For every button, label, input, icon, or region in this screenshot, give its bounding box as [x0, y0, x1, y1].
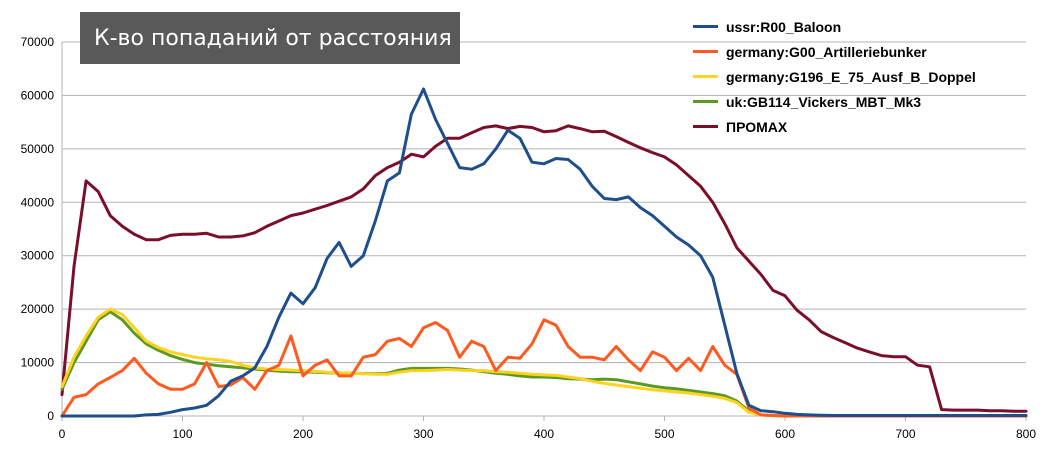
x-tick-label: 800 [1016, 427, 1036, 441]
legend-item: germany:G196_E_75_Ausf_B_Doppel [693, 64, 1043, 89]
y-tick-label: 70000 [21, 35, 55, 49]
series-line-0 [60, 87, 1028, 418]
y-axis-ticks: 0 10000 20000 30000 40000 50000 60000 70000 [21, 35, 55, 423]
y-tick-label: 50000 [21, 142, 55, 156]
legend-item: germany:G00_Artilleriebunker [693, 39, 1043, 64]
legend-label: uk:GB114_Vickers_MBT_Mk3 [726, 93, 922, 110]
legend-label: germany:G196_E_75_Ausf_B_Doppel [726, 68, 976, 85]
y-tick-label: 10000 [21, 356, 55, 370]
series-line-4 [60, 124, 1028, 413]
legend: ussr:R00_Baloon germany:G00_Artilleriebun… [693, 14, 1043, 139]
y-tick-label: 20000 [21, 302, 55, 316]
x-tick-label: 0 [59, 427, 66, 441]
x-axis-ticks: 0 100 200 300 400 500 600 700 800 [59, 416, 1036, 441]
x-tick-label: 200 [293, 427, 313, 441]
series-line-1 [60, 318, 1028, 418]
x-tick-label: 100 [172, 427, 192, 441]
y-tick-label: 60000 [21, 88, 55, 102]
y-tick-label: 40000 [21, 195, 55, 209]
legend-swatch [693, 125, 718, 128]
legend-label: germany:G00_Artilleriebunker [726, 43, 927, 60]
y-tick-label: 0 [47, 409, 54, 423]
y-tick-label: 30000 [21, 249, 55, 263]
x-tick-label: 700 [895, 427, 915, 441]
legend-label: ПРОМАХ [726, 118, 788, 135]
x-tick-label: 600 [775, 427, 795, 441]
legend-swatch [693, 25, 718, 28]
series-lines [60, 87, 1028, 418]
x-tick-label: 500 [654, 427, 674, 441]
chart-title: К-во попаданий от расстояния [80, 12, 460, 64]
x-tick-label: 400 [534, 427, 554, 441]
legend-item: ПРОМАХ [693, 114, 1043, 139]
legend-swatch [693, 100, 718, 103]
legend-swatch [693, 50, 718, 53]
x-tick-label: 300 [413, 427, 433, 441]
legend-item: ussr:R00_Baloon [693, 14, 1043, 39]
legend-swatch [693, 75, 718, 78]
legend-label: ussr:R00_Baloon [726, 18, 842, 35]
legend-item: uk:GB114_Vickers_MBT_Mk3 [693, 89, 1043, 114]
series-line-2 [60, 307, 1028, 418]
